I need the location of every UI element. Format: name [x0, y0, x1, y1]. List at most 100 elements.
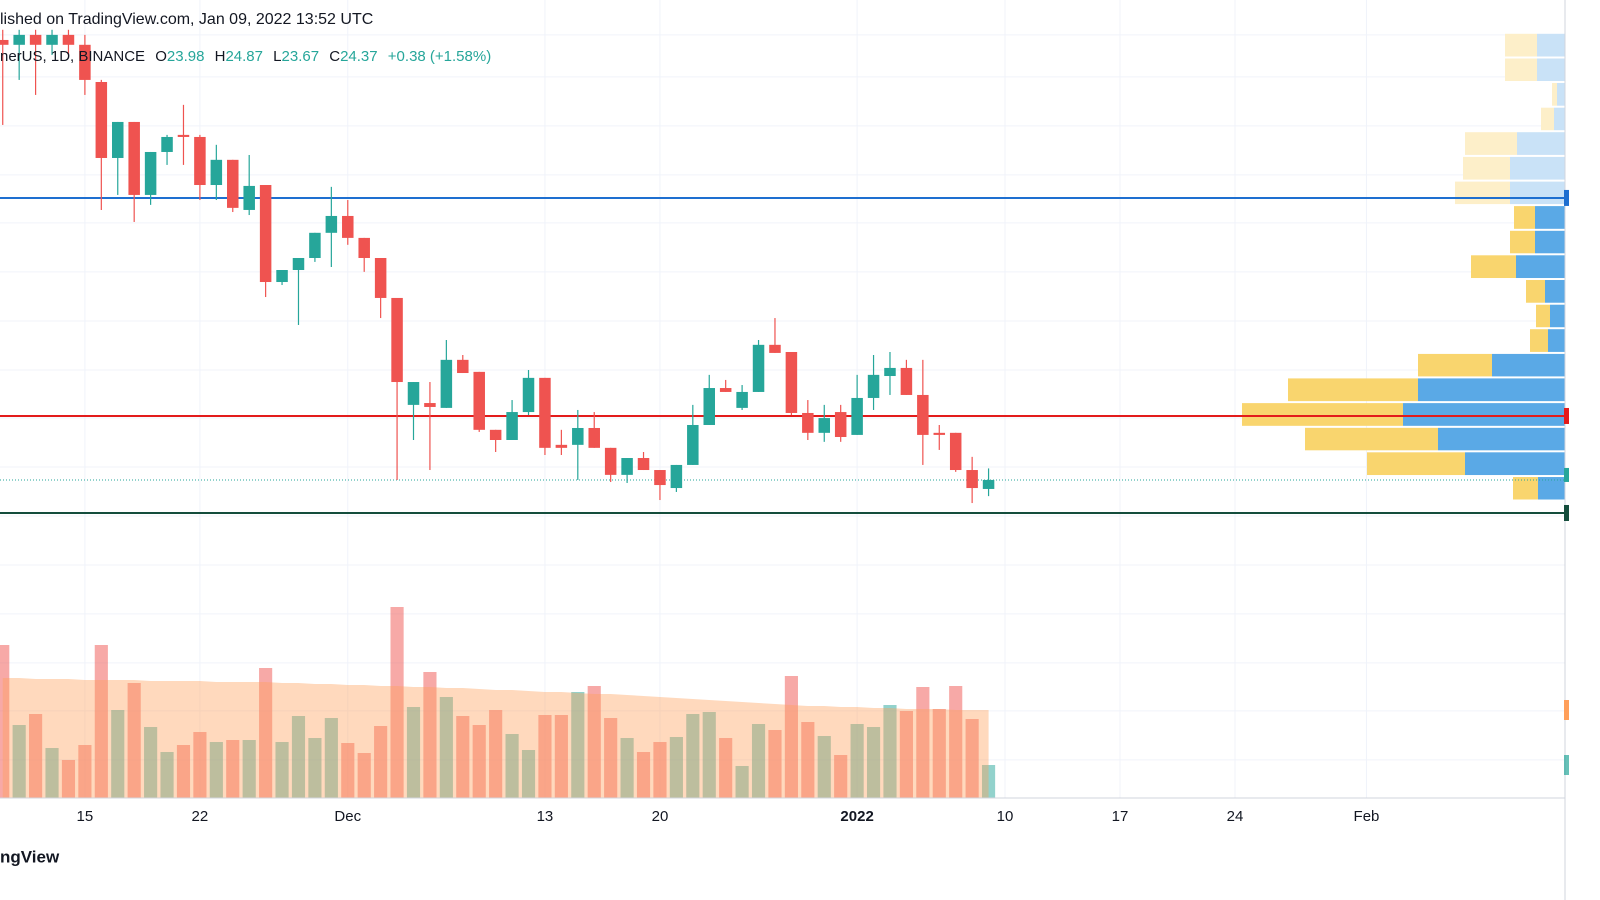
volume-bar [702, 712, 716, 798]
volume-bar [850, 724, 864, 798]
volume-bar [226, 740, 240, 798]
volume-bar [965, 719, 979, 798]
volume-bar [127, 683, 141, 798]
candle-body [933, 432, 946, 435]
profile-down-bar [1513, 477, 1538, 500]
candle-body [46, 34, 58, 45]
volume-bar [834, 755, 848, 798]
volume-bar [423, 672, 437, 798]
profile-down-bar [1510, 230, 1535, 254]
volume-bar [751, 724, 766, 798]
candle-body [342, 215, 354, 238]
x-tick-label: 2022 [840, 808, 873, 825]
volume-bar [324, 718, 338, 798]
volume-bar [866, 727, 881, 798]
candle-body [210, 159, 223, 186]
candle-body [900, 367, 913, 395]
volume-bar [883, 705, 897, 798]
close-value: 24.37 [340, 48, 378, 65]
candle-body [752, 344, 765, 392]
profile-up-bar [1438, 427, 1565, 451]
volume-bar [193, 732, 207, 798]
profile-down-bar [1505, 58, 1537, 81]
x-tick-label: 20 [652, 808, 669, 825]
candle-body [161, 136, 173, 152]
candle-body [29, 34, 42, 45]
candle-body [834, 412, 847, 437]
volume-bar [505, 734, 519, 798]
profile-down-bar [1514, 206, 1535, 229]
profile-down-bar [1541, 107, 1554, 131]
candle-body [949, 432, 962, 471]
profile-down-bar [1505, 33, 1537, 57]
volume-ma-tag [1564, 700, 1569, 720]
volume-pane [0, 607, 996, 798]
profile-up-bar [1516, 255, 1565, 279]
volume-bar [604, 718, 618, 798]
candle-body [177, 134, 190, 137]
profile-down-bar [1455, 181, 1510, 205]
candle-body [358, 237, 370, 258]
profile-down-bar [1471, 255, 1516, 279]
close-label: C [329, 48, 340, 65]
candle-body [243, 185, 255, 210]
profile-up-bar [1535, 230, 1565, 254]
x-tick-label: 10 [997, 808, 1014, 825]
volume-bar [571, 692, 585, 798]
last-price-tag [1564, 467, 1569, 482]
candle-body [769, 344, 781, 353]
x-tick-label: 15 [77, 808, 94, 825]
volume-bar [111, 710, 125, 798]
candle-body [144, 151, 157, 195]
profile-up-bar [1403, 403, 1565, 426]
price-levels [0, 196, 1565, 514]
candle-body [867, 374, 880, 398]
profile-down-bar [1305, 427, 1438, 451]
volume-bar [784, 676, 798, 798]
volume-bar [94, 645, 108, 798]
volume-bar [949, 686, 963, 798]
volume-bar [291, 716, 306, 798]
volume-ma-area [2, 678, 989, 798]
profile-up-bar [1557, 82, 1565, 106]
candle-body [884, 367, 896, 377]
profile-up-bar [1517, 132, 1565, 155]
candle-body [818, 418, 831, 433]
volume-bar [374, 726, 388, 798]
profile-up-bar [1492, 353, 1565, 377]
x-tick-label: 24 [1227, 808, 1244, 825]
volume-bar [636, 752, 651, 798]
candle-body [424, 403, 436, 407]
candle-body [588, 427, 600, 448]
profile-down-bar [1552, 82, 1557, 106]
x-axis: 15 22 Dec 13 20 2022 10 17 24 Feb [77, 808, 1380, 825]
candle-body [687, 424, 699, 465]
candle-body [194, 136, 206, 186]
candle-body [309, 232, 321, 258]
volume-bar [472, 725, 486, 798]
profile-down-bar [1536, 304, 1550, 328]
profile-down-bar [1463, 156, 1510, 180]
candle-body [851, 397, 863, 435]
candle-body [572, 427, 584, 445]
volume-bar [981, 765, 996, 798]
change: +0.38 (+1.58%) [388, 48, 491, 65]
candle-body [736, 391, 748, 408]
candle-body [719, 388, 732, 392]
volume-bar [817, 736, 831, 798]
candle-body [79, 44, 91, 80]
candle-body [391, 297, 403, 383]
volume-tag [1564, 755, 1569, 775]
candle-body [292, 257, 305, 271]
candle-body [539, 377, 551, 448]
profile-up-bar [1510, 181, 1565, 205]
volume-bar [653, 742, 667, 798]
candle-body [95, 81, 108, 158]
profile-up-bar [1510, 156, 1565, 180]
profile-down-bar [1418, 353, 1492, 377]
volume-bar [768, 730, 782, 798]
candle-body [966, 470, 978, 489]
candle-body [489, 429, 502, 440]
volume-bar [61, 760, 76, 798]
